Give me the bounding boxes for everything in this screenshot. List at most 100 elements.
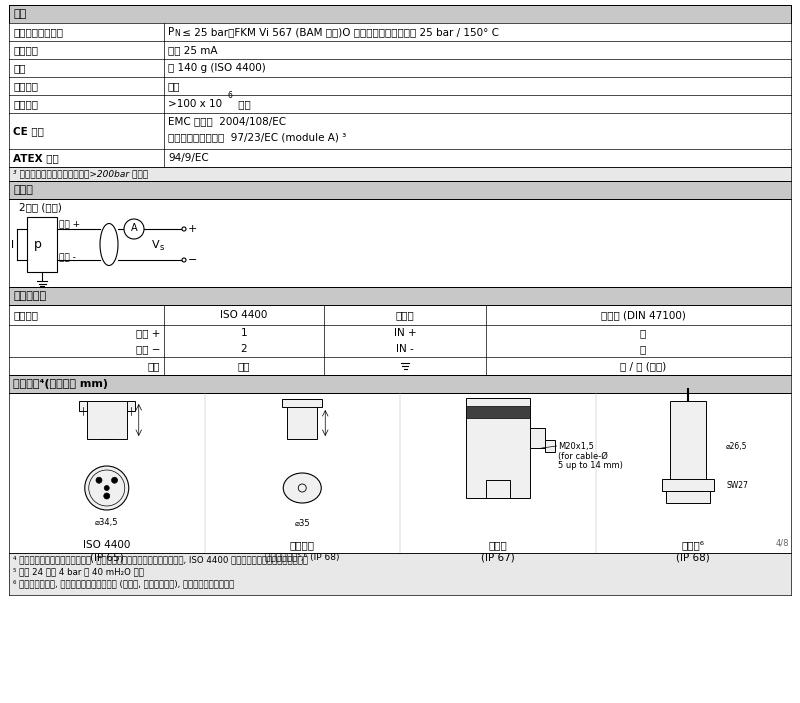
Bar (9, 149, 791, 167)
Text: 使用寿命: 使用寿命 (13, 99, 38, 109)
Text: ⁴ 通常情况下要求使用带屏蔽缆线. 线缆型电气接口出厂时已安装屏蔽缆线, ISO 4400 接口用户连接时必须使用屏蔽缆线: ⁴ 通常情况下要求使用带屏蔽缆线. 线缆型电气接口出厂时已安装屏蔽缆线, ISO… (13, 555, 308, 565)
Text: 5 up to 14 mm): 5 up to 14 mm) (558, 461, 622, 470)
Text: 压力测量设备规范：  97/23/EC (module A) ³: 压力测量设备规范： 97/23/EC (module A) ³ (168, 132, 346, 142)
Bar (9, 113, 791, 149)
Text: p: p (34, 238, 42, 251)
Bar (486, 480, 510, 498)
Text: ISO 4400: ISO 4400 (220, 310, 268, 320)
Bar (27, 217, 57, 272)
Bar (9, 95, 791, 113)
Bar (9, 23, 791, 41)
Text: ³ 本规范仅适用于最大允许过压>200bar 的设备: ³ 本规范仅适用于最大允许过压>200bar 的设备 (13, 169, 148, 179)
Text: 不限: 不限 (168, 81, 181, 91)
Bar (545, 440, 554, 452)
Ellipse shape (283, 473, 322, 503)
Bar (126, 401, 134, 411)
Circle shape (96, 477, 102, 483)
Text: 可选氧气环境应用: 可选氧气环境应用 (13, 27, 63, 37)
Circle shape (298, 484, 306, 492)
Text: 缆线色 (DIN 47100): 缆线色 (DIN 47100) (601, 310, 686, 320)
Circle shape (182, 258, 186, 262)
Text: (IP 67): (IP 67) (481, 552, 514, 562)
Text: 2: 2 (241, 344, 247, 354)
Text: 电源 −: 电源 − (135, 344, 160, 354)
Text: V: V (152, 240, 160, 250)
Text: SW27: SW27 (726, 482, 748, 491)
Text: 接线图: 接线图 (13, 185, 33, 195)
Text: 电流线制: 电流线制 (13, 45, 38, 55)
Text: 地线: 地线 (147, 361, 160, 371)
Text: ATEX 认证: ATEX 认证 (13, 153, 58, 163)
Text: >100 x 10: >100 x 10 (168, 99, 222, 109)
Bar (9, 41, 791, 59)
Text: 投入式⁶: 投入式⁶ (682, 540, 705, 550)
Text: ⌀34,5: ⌀34,5 (95, 519, 118, 527)
Circle shape (124, 219, 144, 239)
Text: P: P (168, 27, 174, 37)
Bar (9, 325, 791, 357)
Bar (9, 167, 791, 181)
Text: 电气连接: 电气连接 (13, 310, 38, 320)
Bar (78, 401, 86, 411)
Bar (9, 357, 791, 375)
Text: 4/8: 4/8 (775, 538, 789, 548)
Text: IN -: IN - (396, 344, 414, 354)
Bar (86, 401, 126, 439)
Text: ⌀35: ⌀35 (294, 519, 310, 527)
Text: M20x1,5: M20x1,5 (558, 441, 594, 451)
Ellipse shape (100, 224, 118, 266)
Text: EMC 规范：  2004/108/EC: EMC 规范： 2004/108/EC (168, 116, 286, 126)
Bar (9, 375, 791, 393)
Text: l: l (11, 240, 14, 250)
Bar (9, 305, 791, 325)
Text: 黄 / 绿 (屏蔽): 黄 / 绿 (屏蔽) (620, 361, 666, 371)
Text: CE 认证: CE 认证 (13, 126, 44, 136)
Bar (9, 77, 791, 95)
Text: N: N (174, 30, 180, 39)
Text: 防护壳: 防护壳 (488, 540, 507, 550)
Text: 线缆带大气管⁵,⁶ (IP 68): 线缆带大气管⁵,⁶ (IP 68) (265, 553, 339, 562)
Bar (9, 199, 791, 287)
Text: 褐: 褐 (640, 344, 646, 354)
Text: 防护壳: 防护壳 (396, 310, 414, 320)
Text: s: s (160, 243, 164, 252)
Text: 电气连接⁴(尺寸单位 mm): 电气连接⁴(尺寸单位 mm) (13, 379, 108, 389)
Text: 接地: 接地 (238, 361, 250, 371)
Text: 周期: 周期 (235, 99, 250, 109)
Text: ≤ 25 bar：FKM Vi 567 (BAM 认证)O 型密封圈：允许最大值 25 bar / 150° C: ≤ 25 bar：FKM Vi 567 (BAM 认证)O 型密封圈：允许最大值… (179, 27, 499, 37)
Text: 信号线定义: 信号线定义 (13, 291, 46, 301)
Circle shape (182, 227, 186, 231)
Text: ⌀26,5: ⌀26,5 (726, 441, 748, 451)
Text: 1: 1 (241, 328, 247, 338)
Text: 安装位置: 安装位置 (13, 81, 38, 91)
Text: 线缆出口: 线缆出口 (290, 540, 314, 550)
Bar (9, 553, 791, 595)
Bar (466, 406, 530, 418)
Bar (466, 398, 530, 498)
Text: (IP 65): (IP 65) (90, 552, 124, 562)
Text: 约 140 g (ISO 4400): 约 140 g (ISO 4400) (168, 63, 266, 73)
Bar (9, 59, 791, 77)
Text: 白: 白 (640, 328, 646, 338)
Text: 其他: 其他 (13, 9, 26, 19)
Text: 6: 6 (228, 91, 233, 100)
Bar (282, 399, 322, 407)
Text: −: − (188, 255, 198, 265)
Text: 重量: 重量 (13, 63, 26, 73)
Text: 2线制 (电流): 2线制 (电流) (19, 202, 62, 212)
Text: ⁶ 线缆带有大气管, 以环境压力作为参考压力 (绝压下, 大气管不工作), 另有不同长度可供选择: ⁶ 线缆带有大气管, 以环境压力作为参考压力 (绝压下, 大气管不工作), 另有… (13, 579, 234, 588)
Text: (IP 68): (IP 68) (676, 552, 710, 562)
Text: 最大 25 mA: 最大 25 mA (168, 45, 218, 55)
Text: (for cable-Ø: (for cable-Ø (558, 451, 608, 460)
Bar (530, 428, 545, 448)
Circle shape (104, 493, 110, 499)
Ellipse shape (290, 478, 315, 498)
Bar (670, 401, 706, 491)
Circle shape (85, 466, 129, 510)
Bar (9, 393, 791, 553)
Circle shape (111, 477, 118, 483)
Bar (287, 399, 318, 439)
Bar (9, 5, 791, 23)
Bar (666, 491, 710, 503)
Text: IN +: IN + (394, 328, 416, 338)
